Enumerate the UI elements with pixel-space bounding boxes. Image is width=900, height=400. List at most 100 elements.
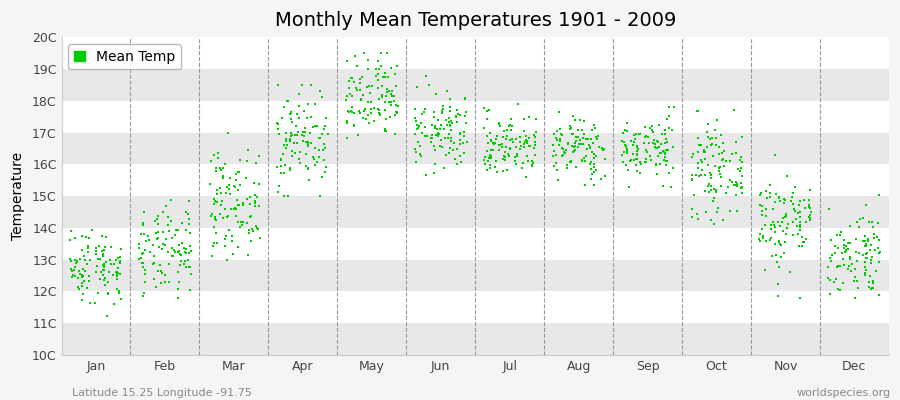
Point bbox=[364, 90, 378, 96]
Point bbox=[519, 137, 534, 143]
Point bbox=[410, 84, 424, 90]
Point bbox=[342, 84, 356, 91]
Point bbox=[841, 266, 855, 272]
Point bbox=[218, 236, 232, 242]
Point bbox=[498, 149, 512, 155]
Point bbox=[168, 232, 183, 238]
Point bbox=[68, 257, 82, 263]
Point bbox=[160, 222, 175, 228]
Point bbox=[436, 110, 450, 116]
Point bbox=[63, 256, 77, 262]
Point bbox=[295, 138, 310, 144]
Point bbox=[437, 126, 452, 132]
Point bbox=[71, 284, 86, 290]
Point bbox=[839, 248, 853, 254]
Point bbox=[760, 188, 774, 194]
Point bbox=[428, 169, 442, 176]
Point bbox=[653, 150, 668, 156]
Point bbox=[137, 231, 151, 237]
Point bbox=[824, 277, 838, 283]
Point bbox=[456, 150, 471, 157]
Point bbox=[771, 238, 786, 244]
Point bbox=[214, 167, 229, 173]
Point bbox=[301, 142, 315, 149]
Point bbox=[305, 123, 320, 130]
Point bbox=[292, 149, 307, 155]
Point bbox=[223, 174, 238, 181]
Point bbox=[277, 170, 292, 176]
Point bbox=[687, 192, 701, 199]
Point bbox=[213, 164, 228, 171]
Point bbox=[76, 296, 90, 303]
Point bbox=[707, 195, 722, 202]
Point bbox=[793, 223, 807, 230]
Point bbox=[318, 169, 332, 176]
Point bbox=[690, 108, 705, 114]
Point bbox=[374, 82, 389, 89]
Point bbox=[443, 144, 457, 151]
Bar bbox=[61, 323, 889, 355]
Point bbox=[716, 217, 730, 223]
Point bbox=[658, 140, 672, 146]
Point bbox=[252, 234, 266, 241]
Point bbox=[804, 208, 818, 215]
Point bbox=[182, 220, 196, 227]
Point bbox=[93, 256, 107, 262]
Point bbox=[547, 163, 562, 170]
Point bbox=[562, 126, 577, 132]
Point bbox=[362, 82, 376, 89]
Point bbox=[218, 206, 232, 212]
Point bbox=[771, 194, 786, 201]
Point bbox=[502, 146, 517, 152]
Point bbox=[769, 252, 783, 258]
Point bbox=[665, 165, 680, 172]
Point bbox=[154, 280, 168, 286]
Point bbox=[215, 214, 230, 221]
Point bbox=[284, 110, 298, 116]
Point bbox=[373, 111, 387, 118]
Point bbox=[860, 238, 875, 244]
Point bbox=[249, 160, 264, 166]
Point bbox=[302, 129, 317, 136]
Point bbox=[630, 152, 644, 158]
Point bbox=[178, 258, 193, 264]
Point bbox=[666, 104, 680, 110]
Point bbox=[220, 184, 234, 190]
Point bbox=[113, 245, 128, 252]
Point bbox=[319, 164, 333, 170]
Point bbox=[487, 141, 501, 147]
Point bbox=[347, 122, 362, 129]
Point bbox=[301, 166, 315, 172]
Point bbox=[112, 288, 126, 294]
Point bbox=[858, 233, 872, 239]
Point bbox=[284, 108, 298, 115]
Point bbox=[287, 150, 302, 156]
Point bbox=[571, 134, 585, 140]
Point bbox=[631, 146, 645, 152]
Point bbox=[552, 142, 566, 148]
Point bbox=[660, 116, 674, 122]
Point bbox=[550, 136, 564, 143]
Point bbox=[510, 101, 525, 108]
Point bbox=[453, 112, 467, 118]
Point bbox=[621, 167, 635, 173]
Point bbox=[851, 224, 866, 230]
Point bbox=[210, 186, 224, 193]
Point bbox=[482, 154, 496, 161]
Point bbox=[138, 266, 152, 273]
Point bbox=[88, 299, 103, 306]
Point bbox=[591, 144, 606, 150]
Point bbox=[863, 246, 878, 253]
Point bbox=[444, 118, 458, 124]
Point bbox=[147, 253, 161, 259]
Point bbox=[858, 242, 872, 249]
Point bbox=[826, 278, 841, 285]
Point bbox=[567, 148, 581, 154]
Point bbox=[724, 151, 739, 158]
Point bbox=[704, 183, 718, 189]
Point bbox=[715, 157, 729, 163]
Point bbox=[171, 269, 185, 276]
Point bbox=[481, 140, 495, 146]
Point bbox=[365, 82, 380, 89]
Point bbox=[354, 97, 368, 103]
